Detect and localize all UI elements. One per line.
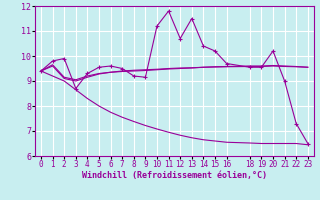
X-axis label: Windchill (Refroidissement éolien,°C): Windchill (Refroidissement éolien,°C) [82, 171, 267, 180]
